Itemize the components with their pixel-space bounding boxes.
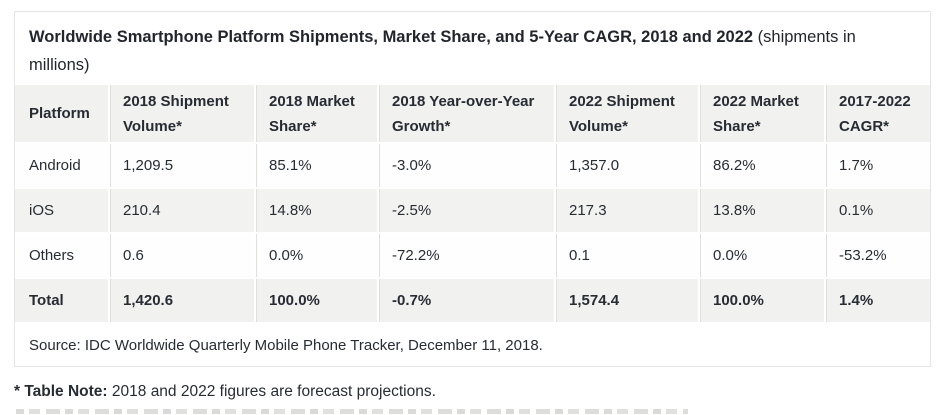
- table-row-android: Android 1,209.5 85.1% -3.0% 1,357.0 86.2…: [15, 144, 930, 187]
- table-cell: -3.0%: [377, 144, 554, 187]
- source-text: Source: IDC Worldwide Quarterly Mobile P…: [29, 336, 543, 354]
- table-cell: iOS: [29, 201, 55, 219]
- table-cell: 100.0%: [254, 279, 377, 322]
- table-cell: 1.7%: [824, 144, 930, 187]
- table-cell: 0.0%: [698, 234, 824, 277]
- table-cell: 86.2%: [698, 144, 824, 187]
- table-header-row: Platform 2018 Shipment Volume* 2018 Mark…: [15, 85, 930, 142]
- column-header-2022-shipment-volume: 2022 Shipment Volume*: [554, 85, 698, 142]
- table-row-ios: iOS 210.4 14.8% -2.5% 217.3 13.8% 0.1%: [15, 189, 930, 232]
- table-cell: Others: [29, 246, 75, 264]
- column-header-2017-2022-cagr: 2017-2022 CAGR*: [824, 85, 930, 142]
- table-title-suffix: (shipments in millions): [29, 28, 856, 74]
- table-cell: 1,574.4: [554, 279, 698, 322]
- table-cell: 217.3: [554, 189, 698, 232]
- table-cell: 1,209.5: [108, 144, 254, 187]
- table-cell: 210.4: [108, 189, 254, 232]
- table-cell: 100.0%: [698, 279, 824, 322]
- table-note-label: * Table Note:: [14, 383, 108, 400]
- table-row-others: Others 0.6 0.0% -72.2% 0.1 0.0% -53.2%: [15, 234, 930, 277]
- table-source: Source: IDC Worldwide Quarterly Mobile P…: [15, 324, 930, 366]
- table-note: * Table Note: 2018 and 2022 figures are …: [14, 382, 436, 402]
- table-note-text: 2018 and 2022 figures are forecast proje…: [107, 383, 436, 400]
- table-cell: 1,420.6: [108, 279, 254, 322]
- table-cell: Total: [29, 291, 64, 309]
- column-header-2018-shipment-volume: 2018 Shipment Volume*: [108, 85, 254, 142]
- table-cell: 0.1: [554, 234, 698, 277]
- table-cell: 1.4%: [824, 279, 930, 322]
- table-cell: 13.8%: [698, 189, 824, 232]
- table-cell: 0.1%: [824, 189, 930, 232]
- table-cell: -53.2%: [824, 234, 930, 277]
- table-cell: 85.1%: [254, 144, 377, 187]
- table-cell: -72.2%: [377, 234, 554, 277]
- column-header-2022-market-share: 2022 Market Share*: [698, 85, 824, 142]
- table-cell: Android: [29, 156, 81, 174]
- table-cell: 0.6: [108, 234, 254, 277]
- table-title-main: Worldwide Smartphone Platform Shipments,…: [29, 28, 754, 46]
- column-header-2018-yoy-growth: 2018 Year-over-Year Growth*: [377, 85, 554, 142]
- table-cell: -0.7%: [377, 279, 554, 322]
- table-cell: -2.5%: [377, 189, 554, 232]
- table-cell: 1,357.0: [554, 144, 698, 187]
- column-header-2018-market-share: 2018 Market Share*: [254, 85, 377, 142]
- table-cell: 14.8%: [254, 189, 377, 232]
- column-header-platform: Platform: [29, 105, 90, 122]
- cutoff-text-strip: [16, 409, 688, 414]
- table-title: Worldwide Smartphone Platform Shipments,…: [15, 12, 930, 85]
- table-card: Worldwide Smartphone Platform Shipments,…: [14, 11, 931, 367]
- table-row-total: Total 1,420.6 100.0% -0.7% 1,574.4 100.0…: [15, 279, 930, 322]
- table-cell: 0.0%: [254, 234, 377, 277]
